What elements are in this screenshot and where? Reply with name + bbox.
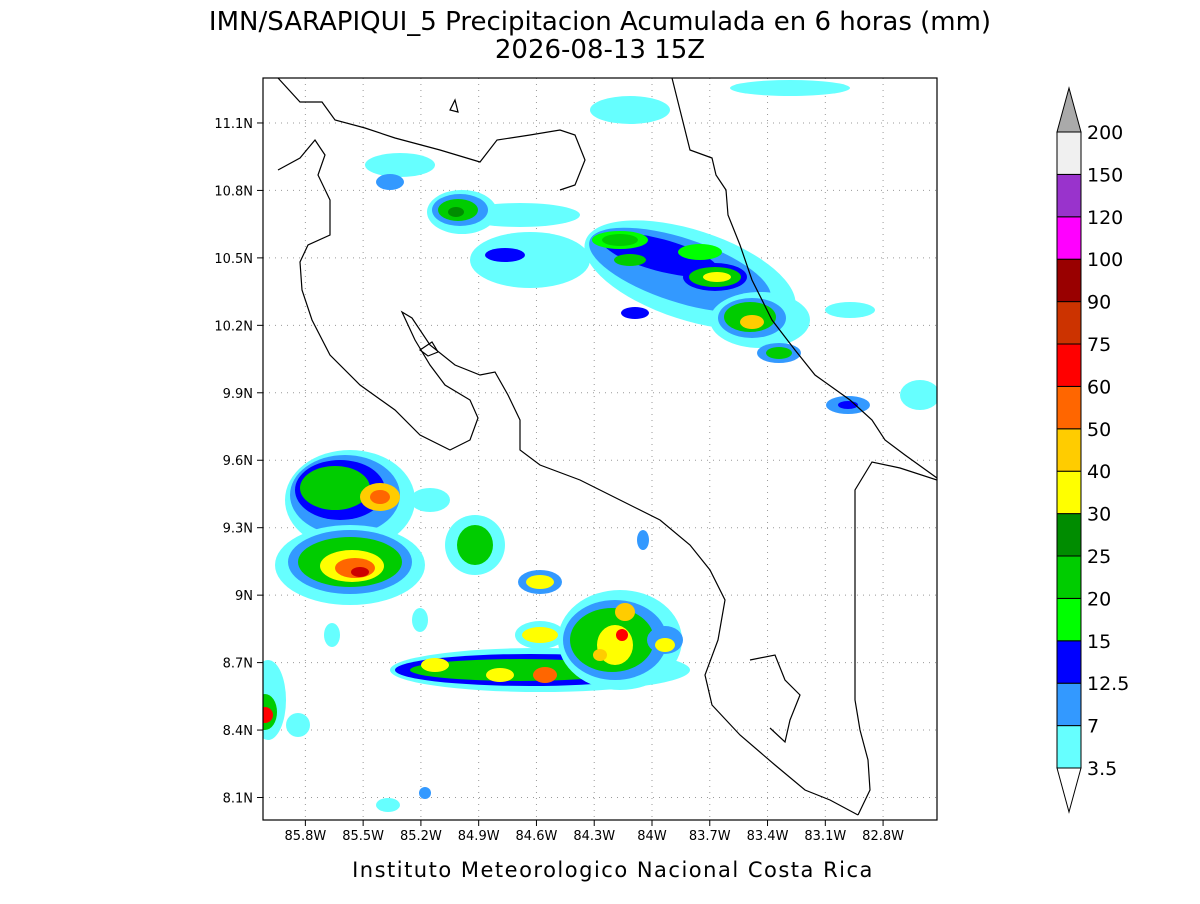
plot-frame	[262, 77, 938, 821]
colorbar-label: 25	[1087, 546, 1111, 568]
y-tick-label: 10.2N	[214, 319, 253, 334]
x-tick-label: 83.1W	[804, 829, 846, 844]
y-tick-label: 9.9N	[223, 387, 253, 402]
colorbar-label: 60	[1087, 376, 1111, 398]
lake	[418, 341, 439, 357]
coastline	[749, 654, 801, 744]
axes: 85.8W 85.5W 85.2W 84.9W 84.6W 84.3W 84W 83.7W 83…	[214, 117, 904, 844]
x-tick-label: 83.7W	[689, 829, 731, 844]
x-tick-label: 82.8W	[862, 829, 904, 844]
precipitation	[263, 80, 937, 812]
colorbar-segment	[1056, 597, 1082, 642]
colorbar-label: 150	[1087, 164, 1123, 186]
footer: Instituto Meteorologico Nacional Costa R…	[352, 858, 874, 882]
colorbar-segment	[1056, 385, 1082, 430]
x-tick-label: 84.6W	[516, 829, 558, 844]
colorbar-label: 12.5	[1087, 673, 1129, 695]
x-tick-label: 84.9W	[458, 829, 500, 844]
colorbar-label: 100	[1087, 249, 1123, 271]
coastline	[854, 461, 937, 816]
colorbar-label: 7	[1087, 716, 1099, 738]
colorbar-label: 120	[1087, 207, 1123, 229]
rain-south	[263, 450, 690, 812]
colorbar-segment	[1056, 470, 1082, 515]
colorbar-over	[1056, 86, 1082, 133]
colorbar-segment	[1056, 173, 1082, 218]
colorbar-label: 20	[1087, 588, 1111, 610]
x-tick-label: 84.3W	[573, 829, 615, 844]
rain-north	[365, 80, 937, 414]
y-tick-label: 10.8N	[214, 184, 253, 199]
x-tick-label: 83.4W	[747, 829, 789, 844]
colorbar-label: 75	[1087, 334, 1111, 356]
colorbar-label: 90	[1087, 292, 1111, 314]
y-tick-label: 9N	[235, 589, 253, 604]
colorbar-segment	[1056, 343, 1082, 387]
colorbar: 3.5 7 12.5 15 20 25 30 40 50 60 75 90 100 120 150 200	[1056, 86, 1129, 814]
colorbar-label: 200	[1087, 122, 1123, 144]
x-tick-label: 85.8W	[284, 829, 326, 844]
colorbar-segment	[1056, 555, 1082, 599]
y-tick-label: 8.1N	[223, 792, 253, 807]
colorbar-segment	[1056, 131, 1082, 175]
y-tick-label: 8.4N	[223, 724, 253, 739]
coastlines	[277, 78, 937, 816]
coastline	[671, 78, 937, 479]
colorbar-label: 15	[1087, 631, 1111, 653]
x-tick-label: 84W	[637, 829, 667, 844]
island	[449, 98, 459, 113]
y-tick-label: 11.1N	[214, 117, 253, 132]
colorbar-label: 50	[1087, 419, 1111, 441]
colorbar-segment	[1056, 640, 1082, 684]
colorbar-segment	[1056, 428, 1082, 472]
x-tick-label: 85.5W	[342, 829, 384, 844]
coastline	[277, 78, 586, 191]
colorbar-label: 40	[1087, 461, 1111, 483]
colorbar-segment	[1056, 682, 1082, 727]
x-tick-label: 85.2W	[400, 829, 442, 844]
colorbar-label: 30	[1087, 504, 1111, 526]
colorbar-segment	[1056, 513, 1082, 557]
colorbar-segment	[1056, 216, 1082, 260]
y-tick-label: 9.6N	[223, 454, 253, 469]
colorbar-segment	[1056, 725, 1082, 769]
colorbar-label: 3.5	[1087, 758, 1117, 780]
colorbar-segment	[1056, 301, 1082, 345]
grid	[263, 78, 937, 820]
colorbar-segment	[1056, 258, 1082, 303]
y-tick-label: 10.5N	[214, 252, 253, 267]
y-tick-label: 9.3N	[223, 522, 253, 537]
title: IMN/SARAPIQUI_5 Precipitacion Acumulada …	[209, 7, 991, 37]
subtitle: 2026-08-13 15Z	[495, 35, 705, 65]
y-tick-label: 8.7N	[223, 657, 253, 672]
colorbar-under	[1056, 767, 1082, 814]
coastline	[277, 138, 859, 816]
